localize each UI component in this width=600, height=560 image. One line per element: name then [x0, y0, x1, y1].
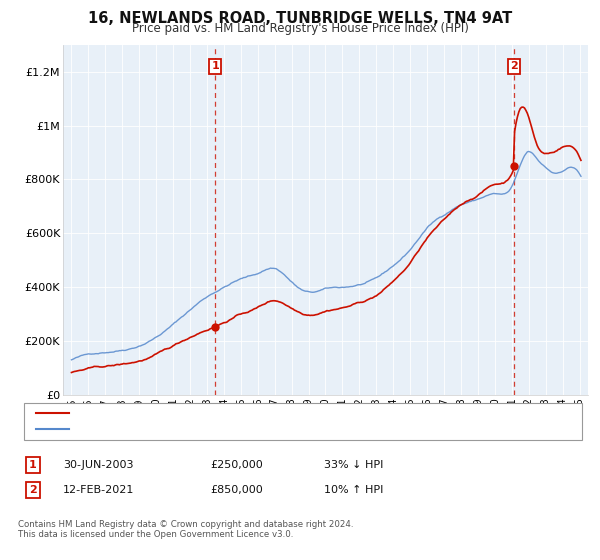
Text: £250,000: £250,000 [210, 460, 263, 470]
Text: Contains HM Land Registry data © Crown copyright and database right 2024.
This d: Contains HM Land Registry data © Crown c… [18, 520, 353, 539]
Text: 16, NEWLANDS ROAD, TUNBRIDGE WELLS, TN4 9AT: 16, NEWLANDS ROAD, TUNBRIDGE WELLS, TN4 … [88, 11, 512, 26]
Text: 1: 1 [29, 460, 37, 470]
Text: £850,000: £850,000 [210, 485, 263, 495]
Text: 30-JUN-2003: 30-JUN-2003 [63, 460, 133, 470]
Text: 33% ↓ HPI: 33% ↓ HPI [324, 460, 383, 470]
Text: 1: 1 [211, 62, 219, 71]
Text: 2: 2 [510, 62, 518, 71]
Text: 16, NEWLANDS ROAD, TUNBRIDGE WELLS, TN4 9AT (detached house): 16, NEWLANDS ROAD, TUNBRIDGE WELLS, TN4 … [75, 408, 430, 418]
Text: HPI: Average price, detached house, Tunbridge Wells: HPI: Average price, detached house, Tunb… [75, 424, 341, 435]
Text: 2: 2 [29, 485, 37, 495]
Text: Price paid vs. HM Land Registry's House Price Index (HPI): Price paid vs. HM Land Registry's House … [131, 22, 469, 35]
Text: 12-FEB-2021: 12-FEB-2021 [63, 485, 134, 495]
Text: 10% ↑ HPI: 10% ↑ HPI [324, 485, 383, 495]
